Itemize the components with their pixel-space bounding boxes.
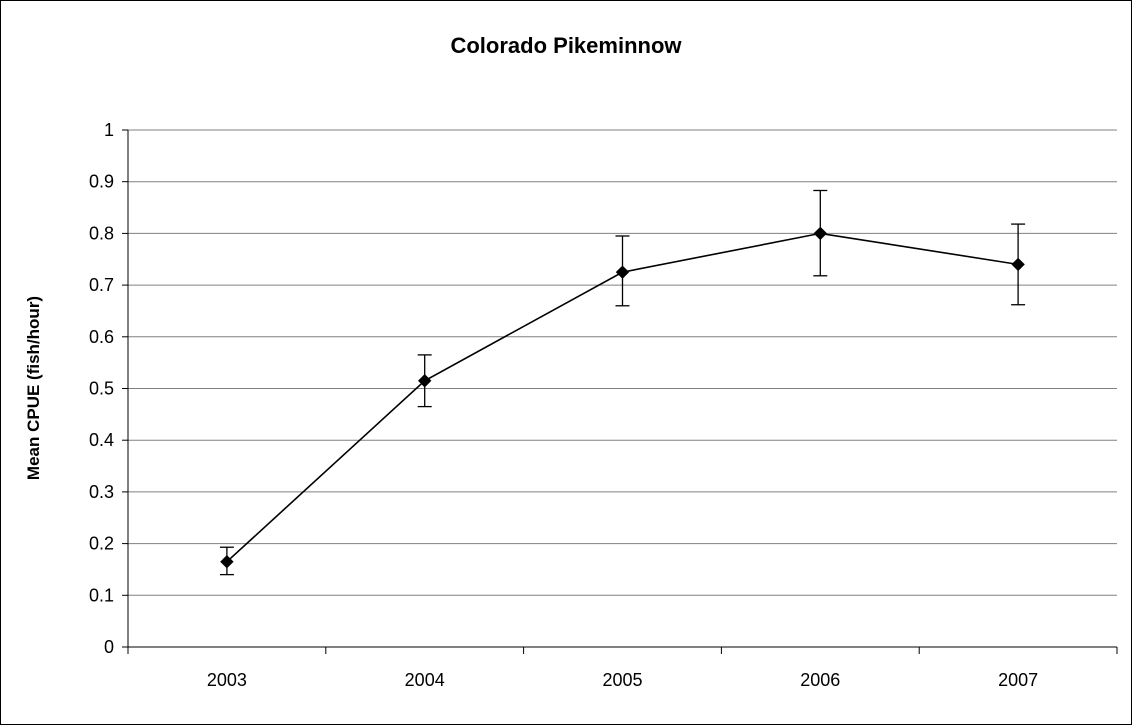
data-point-4 [1011, 257, 1025, 272]
y-tick-label-0: 0 [104, 637, 114, 657]
x-tick-labels: 2003 2004 2005 2006 2007 [207, 670, 1038, 690]
y-axis-title: Mean CPUE (fish/hour) [24, 296, 43, 480]
y-tick-label-8: 0.8 [89, 223, 114, 243]
x-tick-label-4: 2007 [998, 670, 1038, 690]
x-tick-label-2: 2005 [602, 670, 642, 690]
y-tick-label-6: 0.6 [89, 327, 114, 347]
axes [122, 129, 1118, 654]
chart-title: Colorado Pikeminnow [450, 33, 682, 58]
y-tick-label-1: 0.1 [89, 585, 114, 605]
x-tick-label-1: 2004 [405, 670, 445, 690]
data-series [219, 189, 1026, 576]
y-tick-label-9: 0.9 [89, 172, 114, 192]
y-tick-label-4: 0.4 [89, 430, 114, 450]
data-point-3 [813, 226, 828, 241]
x-tick-label-3: 2006 [800, 670, 840, 690]
x-tick-label-0: 2003 [207, 670, 247, 690]
y-tick-label-5: 0.5 [89, 379, 114, 399]
y-tick-labels: 0 0.1 0.2 0.3 0.4 0.5 0.6 0.7 0.8 0.9 1 [89, 120, 114, 657]
data-point-1 [417, 374, 432, 388]
data-point-0 [220, 554, 234, 569]
y-tick-label-7: 0.7 [89, 275, 114, 295]
data-point-2 [615, 265, 630, 279]
y-tick-label-2: 0.2 [89, 534, 114, 554]
y-tick-label-3: 0.3 [89, 482, 114, 502]
gridlines [128, 129, 1117, 596]
y-tick-label-10: 1 [104, 120, 114, 140]
